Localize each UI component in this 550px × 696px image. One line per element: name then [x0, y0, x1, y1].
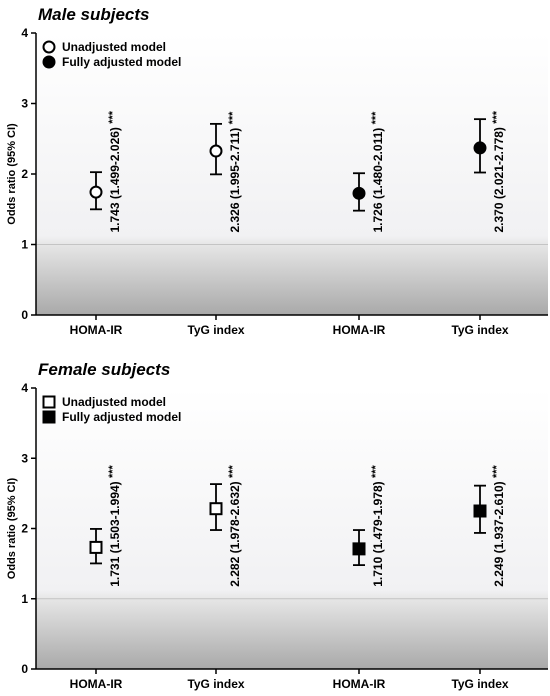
x-category-label: TyG index [187, 323, 244, 337]
significance-marker: *** [491, 110, 503, 124]
point-group: 1.731 (1.503-1.994) *** [89, 464, 122, 587]
point-group: 1.710 (1.479-1.978) *** [352, 464, 385, 587]
legend-label: Unadjusted model [62, 395, 166, 409]
data-label: 1.710 (1.479-1.978) *** [370, 464, 385, 586]
point-group: 2.249 (1.937-2.610) *** [473, 464, 506, 587]
y-tick-label: 0 [21, 308, 28, 322]
y-axis-label: Odds ratio (95% CI) [6, 123, 18, 225]
y-tick-label: 2 [21, 167, 28, 181]
significance-marker: *** [107, 464, 119, 478]
data-label-value: 2.282 (1.978-2.632) [228, 478, 242, 587]
legend-entry: Fully adjusted model [42, 410, 181, 424]
point-group: 1.743 (1.499-2.026) *** [89, 110, 122, 233]
legend-label: Fully adjusted model [62, 410, 181, 424]
plot-background [36, 388, 548, 669]
chart-panel-1: Male subjects 0 1 2 3 4 Odds ratio (95% CI) HOM… [6, 5, 548, 337]
data-label: 1.731 (1.503-1.994) *** [107, 464, 122, 586]
y-tick-label: 2 [21, 522, 28, 536]
point-group: 2.282 (1.978-2.632) *** [209, 464, 242, 587]
data-label: 2.282 (1.978-2.632) *** [227, 464, 242, 586]
data-label: 2.326 (1.995-2.711) *** [227, 111, 242, 233]
point-group: 1.726 (1.480-2.011) *** [352, 111, 385, 233]
data-point [89, 185, 103, 199]
significance-marker: *** [107, 110, 119, 124]
significance-marker: *** [370, 111, 382, 125]
data-label-value: 2.249 (1.937-2.610) [492, 478, 506, 587]
x-category-label: HOMA-IR [333, 323, 386, 337]
data-point [352, 542, 366, 556]
y-tick-label: 1 [21, 238, 28, 252]
plot-background [36, 33, 548, 315]
y-tick-label: 3 [21, 451, 28, 465]
y-tick-label: 4 [21, 381, 28, 395]
chart-title: Female subjects [38, 360, 170, 379]
data-point [209, 502, 223, 516]
x-category-label: TyG index [451, 677, 508, 691]
significance-marker: *** [491, 464, 503, 478]
significance-marker: *** [227, 464, 239, 478]
legend-marker [42, 410, 56, 424]
significance-marker: *** [370, 464, 382, 478]
x-category-label: TyG index [187, 677, 244, 691]
data-label: 1.743 (1.499-2.026) *** [107, 110, 122, 232]
data-label-value: 1.743 (1.499-2.026) [108, 124, 122, 233]
x-category-label: HOMA-IR [333, 677, 386, 691]
data-label-value: 2.370 (2.021-2.778) [492, 124, 506, 233]
y-tick-label: 4 [21, 26, 28, 40]
data-point [473, 504, 487, 518]
legend-entry: Unadjusted model [42, 395, 166, 409]
chart-title: Male subjects [38, 5, 150, 24]
y-tick-label: 3 [21, 97, 28, 111]
data-label: 1.726 (1.480-2.011) *** [370, 111, 385, 233]
data-point [209, 144, 223, 158]
point-group: 2.370 (2.021-2.778) *** [473, 110, 506, 233]
legend-entry: Fully adjusted model [42, 55, 181, 69]
y-tick-label: 0 [21, 662, 28, 676]
point-group: 2.326 (1.995-2.711) *** [209, 111, 242, 233]
data-label-value: 2.326 (1.995-2.711) [228, 124, 242, 232]
data-label: 2.370 (2.021-2.778) *** [491, 110, 506, 232]
data-label-value: 1.710 (1.479-1.978) [371, 478, 385, 587]
significance-marker: *** [227, 111, 239, 125]
data-label-value: 1.726 (1.480-2.011) [371, 124, 385, 232]
legend-marker [42, 40, 56, 54]
legend-marker [42, 395, 56, 409]
y-axis-label: Odds ratio (95% CI) [6, 477, 18, 579]
legend-label: Fully adjusted model [62, 55, 181, 69]
data-point [473, 141, 487, 155]
data-point [352, 186, 366, 200]
legend-entry: Unadjusted model [42, 40, 166, 54]
x-category-label: TyG index [451, 323, 508, 337]
data-point [89, 540, 103, 554]
x-category-label: HOMA-IR [70, 323, 123, 337]
data-label-value: 1.731 (1.503-1.994) [108, 478, 122, 587]
legend-label: Unadjusted model [62, 40, 166, 54]
chart-panel-2: Female subjects 0 1 2 3 4 Odds ratio (95% CI) H… [6, 360, 548, 691]
legend-marker [42, 55, 56, 69]
y-tick-label: 1 [21, 592, 28, 606]
data-label: 2.249 (1.937-2.610) *** [491, 464, 506, 586]
x-category-label: HOMA-IR [70, 677, 123, 691]
